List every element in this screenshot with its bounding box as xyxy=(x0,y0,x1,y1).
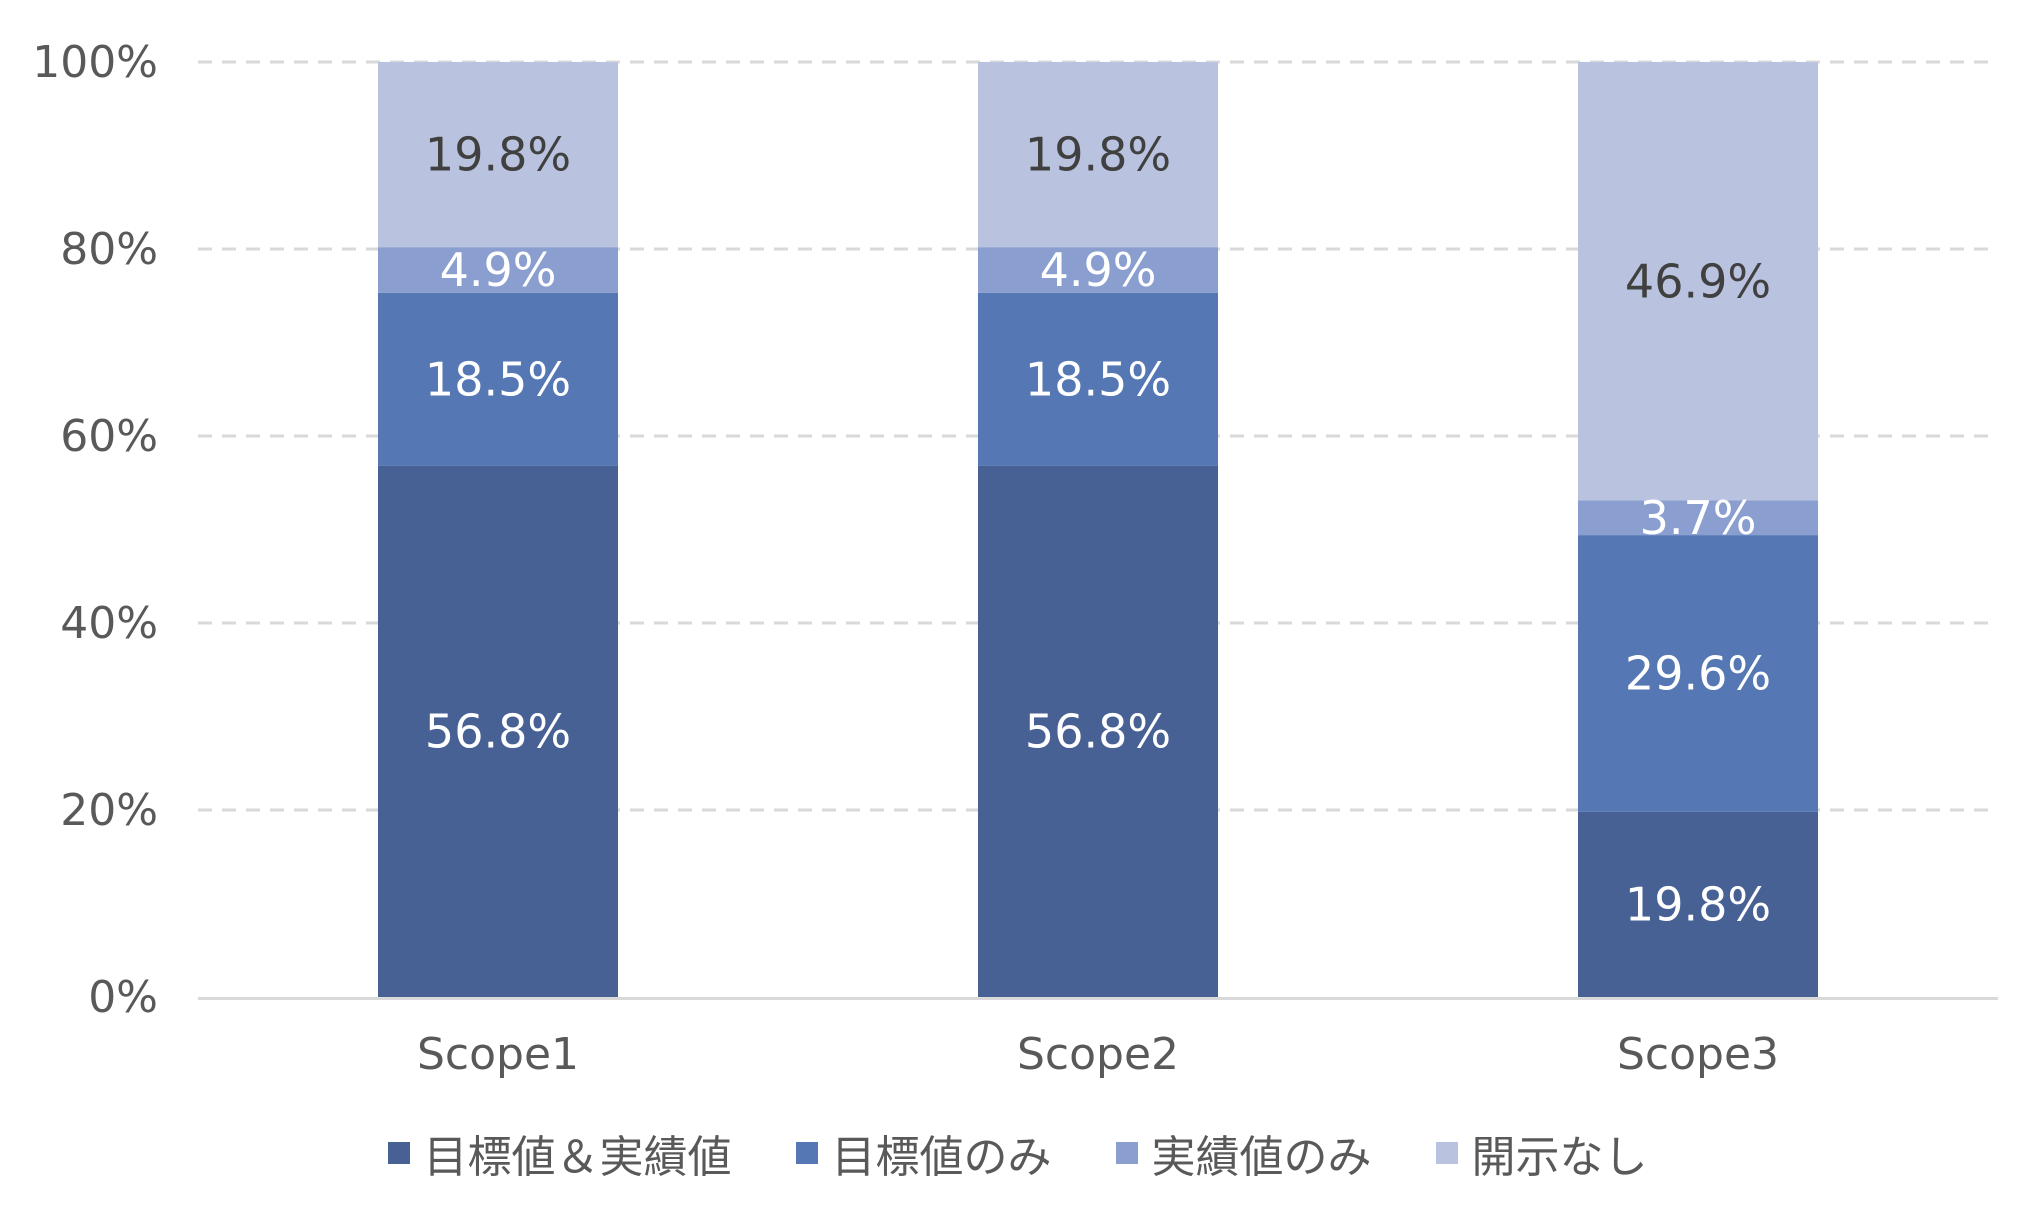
legend-item: 目標値のみ xyxy=(795,1121,1052,1185)
bar-segment xyxy=(378,247,618,293)
data-label: 46.9% xyxy=(1625,254,1771,308)
legend-swatch xyxy=(387,1142,410,1164)
data-label: 19.8% xyxy=(1025,128,1171,182)
data-label: 18.5% xyxy=(425,352,571,406)
legend-item: 目標値＆実績値 xyxy=(387,1121,732,1185)
data-label: 56.8% xyxy=(425,704,571,758)
bars xyxy=(378,62,1818,997)
y-tick-label: 40% xyxy=(60,598,158,649)
y-axis-ticks: 0% 20% 40% 60% 80% 100% xyxy=(32,37,158,1023)
legend-label: 目標値のみ xyxy=(831,1132,1052,1183)
y-tick-label: 80% xyxy=(60,224,158,275)
data-label: 29.6% xyxy=(1625,646,1771,700)
bar-segment xyxy=(978,465,1218,997)
legend-label: 実績値のみ xyxy=(1151,1132,1372,1183)
bar-segment xyxy=(978,292,1218,466)
bar-segment xyxy=(1578,535,1818,812)
y-tick-label: 60% xyxy=(60,411,158,462)
data-label: 18.5% xyxy=(1025,352,1171,406)
legend-swatch xyxy=(1435,1142,1458,1164)
y-tick-label: 20% xyxy=(60,785,158,836)
y-tick-label: 0% xyxy=(88,972,158,1023)
legend-swatch xyxy=(1115,1142,1138,1164)
bar-segment xyxy=(1578,500,1818,536)
bar-segment xyxy=(378,465,618,997)
y-tick-label: 100% xyxy=(32,37,158,88)
legend-item: 実績値のみ xyxy=(1115,1121,1372,1185)
data-label: 4.9% xyxy=(440,243,557,297)
bar-segment xyxy=(378,292,618,466)
data-label: 19.8% xyxy=(1625,877,1771,931)
legend: 目標値＆実績値 目標値のみ 実績値のみ 開示なし xyxy=(0,1118,2035,1188)
data-label: 56.8% xyxy=(1025,704,1171,758)
legend-swatch xyxy=(795,1142,818,1164)
bar-segment xyxy=(978,247,1218,293)
x-category-label: Scope3 xyxy=(1617,1029,1779,1080)
bar-segment xyxy=(1578,811,1818,997)
x-axis-categories: Scope1 Scope2 Scope3 xyxy=(417,1029,1779,1080)
data-label: 19.8% xyxy=(425,128,571,182)
bar-segment xyxy=(1578,62,1818,501)
bar-segment xyxy=(978,62,1218,248)
legend-label: 目標値＆実績値 xyxy=(423,1132,732,1183)
x-category-label: Scope1 xyxy=(417,1029,579,1080)
legend-item: 開示なし xyxy=(1435,1121,1648,1185)
x-category-label: Scope2 xyxy=(1017,1029,1179,1080)
bar-segment xyxy=(378,62,618,248)
legend-label: 開示なし xyxy=(1471,1132,1648,1183)
data-label: 3.7% xyxy=(1640,491,1757,545)
data-labels: 56.8% 18.5% 4.9% 19.8% 56.8% 18.5% 4.9% 19.8% 19… xyxy=(425,128,1771,932)
data-label: 4.9% xyxy=(1040,243,1157,297)
